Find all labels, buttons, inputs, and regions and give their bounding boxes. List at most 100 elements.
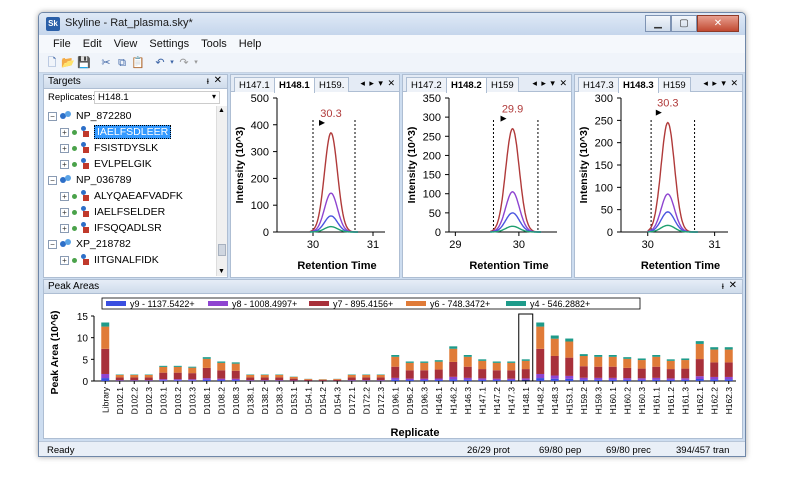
bar-segment bbox=[231, 362, 240, 364]
menu-help[interactable]: Help bbox=[238, 38, 262, 50]
peptide-node[interactable]: + EVLPELGIK bbox=[60, 156, 152, 172]
tab-h148-1[interactable]: H148.1 bbox=[274, 77, 315, 93]
protein-node[interactable]: − NP_872280 bbox=[48, 108, 131, 124]
open-icon[interactable]: 📂 bbox=[61, 57, 75, 69]
tab-h148-3[interactable]: H148.3 bbox=[618, 77, 659, 93]
undo-icon[interactable]: ↶ bbox=[155, 57, 165, 69]
title-bar[interactable]: Sk Skyline - Rat_plasma.sky* ▁ ▢ ✕ bbox=[39, 13, 745, 35]
peptide-node[interactable]: + IITGNALFIDK bbox=[60, 252, 159, 268]
bar-segment bbox=[101, 322, 110, 327]
bar-stack bbox=[608, 355, 617, 381]
replicates-dropdown[interactable]: H148.1 ▾ bbox=[94, 91, 220, 104]
new-icon[interactable]: 🗋 bbox=[47, 57, 57, 69]
x-tick-label: H146.3 bbox=[463, 387, 473, 415]
bar-segment bbox=[652, 356, 661, 367]
expand-icon[interactable]: + bbox=[60, 223, 69, 233]
tab-h147-3[interactable]: H147.3 bbox=[578, 77, 619, 92]
bar-segment bbox=[217, 361, 226, 363]
legend-label: y7 - 895.4156+ bbox=[333, 299, 393, 309]
undo-dropdown-icon[interactable]: ▾ bbox=[170, 59, 174, 66]
menu-view[interactable]: View bbox=[113, 38, 138, 50]
peptide-node[interactable]: + IAELFSDLEER bbox=[60, 124, 172, 140]
collapse-icon[interactable]: − bbox=[48, 111, 57, 121]
bar-segment bbox=[130, 377, 139, 381]
pin-icon[interactable]: ᵻ bbox=[721, 281, 724, 292]
x-tick-label: 31 bbox=[367, 239, 379, 251]
status-tran: 394/457 tran bbox=[676, 445, 730, 456]
tab-h148-2[interactable]: H148.2 bbox=[446, 77, 487, 93]
peak-areas-chart[interactable]: y9 - 1137.5422+ y8 - 1008.4997+ y7 - 895.4… bbox=[44, 294, 742, 439]
bar-segment bbox=[507, 370, 516, 379]
close-button[interactable]: ✕ bbox=[697, 15, 739, 32]
bar-segment bbox=[521, 359, 530, 361]
scroll-down-icon[interactable]: ▼ bbox=[218, 268, 225, 275]
redo-dropdown-icon[interactable]: ▾ bbox=[194, 59, 198, 66]
close-icon[interactable]: ✕ bbox=[728, 280, 737, 291]
y-tick-label: 0 bbox=[263, 227, 269, 239]
expand-icon[interactable]: + bbox=[60, 143, 69, 153]
chromatogram-chart[interactable]: 0 100 200 300 400 500 30 31 Retention Time Intens… bbox=[231, 92, 397, 277]
bar-stack bbox=[637, 358, 646, 381]
bar-segment bbox=[681, 358, 690, 361]
bar-segment bbox=[173, 380, 182, 381]
paste-icon[interactable]: 📋 bbox=[131, 57, 145, 69]
scroll-thumb[interactable] bbox=[218, 244, 226, 256]
expand-icon[interactable]: + bbox=[60, 159, 69, 169]
tab-h159[interactable]: H159 bbox=[486, 77, 519, 92]
bar-stack bbox=[362, 374, 371, 381]
peak-status-icon bbox=[72, 225, 77, 231]
bar-segment bbox=[565, 341, 574, 358]
chromatogram-chart[interactable]: 0 50 100 150 200 250 300 30 31 Retention Time Inte… bbox=[575, 92, 740, 277]
peptide-node[interactable]: + FSISTDYSLK bbox=[60, 140, 158, 156]
bar-segment bbox=[666, 378, 675, 380]
cut-icon[interactable]: ✂ bbox=[101, 57, 111, 69]
x-tick-label: Library bbox=[100, 386, 110, 413]
copy-icon[interactable]: ⧉ bbox=[118, 57, 126, 69]
tab-navigation-controls[interactable]: ◂ ▸ ▾ ✕ bbox=[532, 78, 568, 88]
redo-icon[interactable]: ↷ bbox=[179, 57, 189, 69]
tab-navigation-controls[interactable]: ◂ ▸ ▾ ✕ bbox=[360, 78, 396, 88]
expand-icon[interactable]: + bbox=[60, 127, 69, 137]
y-tick-label: 5 bbox=[82, 355, 88, 366]
maximize-button[interactable]: ▢ bbox=[671, 15, 697, 32]
collapse-icon[interactable]: − bbox=[48, 239, 57, 249]
peptide-node[interactable]: + ALYQAEAFVADFK bbox=[60, 188, 183, 204]
minimize-button[interactable]: ▁ bbox=[645, 15, 671, 32]
close-icon[interactable]: ✕ bbox=[213, 75, 222, 86]
bar-stack bbox=[289, 376, 298, 381]
menu-file[interactable]: File bbox=[53, 38, 71, 50]
tab-h147-2[interactable]: H147.2 bbox=[406, 77, 447, 92]
tab-h159[interactable]: H159 bbox=[658, 77, 691, 92]
skyline-logo-icon: Sk bbox=[46, 17, 60, 31]
menu-tools[interactable]: Tools bbox=[201, 38, 227, 50]
status-ready: Ready bbox=[47, 445, 75, 456]
peptide-node[interactable]: + IAELFSELDER bbox=[60, 204, 165, 220]
bar-segment bbox=[652, 366, 661, 378]
tree-scrollbar[interactable]: ▲ ▼ bbox=[216, 106, 227, 276]
save-icon[interactable]: 💾 bbox=[77, 57, 91, 69]
expand-icon[interactable]: + bbox=[60, 207, 69, 217]
tab-navigation-controls[interactable]: ◂ ▸ ▾ ✕ bbox=[703, 78, 739, 88]
pin-icon[interactable]: ᵻ bbox=[206, 76, 209, 87]
bar-segment bbox=[449, 361, 458, 377]
scroll-up-icon[interactable]: ▲ bbox=[218, 107, 225, 114]
protein-node[interactable]: − NP_036789 bbox=[48, 172, 131, 188]
bar-segment bbox=[608, 356, 617, 367]
peptide-node[interactable]: + IFSQQADLSR bbox=[60, 220, 162, 236]
expand-icon[interactable]: + bbox=[60, 255, 69, 265]
protein-node[interactable]: − XP_218782 bbox=[48, 236, 131, 252]
menu-settings[interactable]: Settings bbox=[149, 38, 190, 50]
bar-segment bbox=[217, 378, 226, 381]
apex-marker-icon bbox=[500, 115, 507, 122]
status-pep: 69/80 pep bbox=[539, 445, 582, 456]
bar-stack bbox=[202, 357, 211, 381]
chromatogram-chart[interactable]: 0 50 100 150 200 250 300 350 29 30 Retention Time I… bbox=[403, 92, 569, 277]
bar-segment bbox=[391, 377, 400, 380]
collapse-icon[interactable]: − bbox=[48, 175, 57, 185]
menu-edit[interactable]: Edit bbox=[82, 38, 102, 50]
tab-h147-1[interactable]: H147.1 bbox=[234, 77, 275, 92]
tab-h159-[interactable]: H159. bbox=[314, 77, 350, 92]
bar-segment bbox=[260, 377, 269, 381]
expand-icon[interactable]: + bbox=[60, 191, 69, 201]
y-tick-label: 150 bbox=[595, 160, 613, 172]
